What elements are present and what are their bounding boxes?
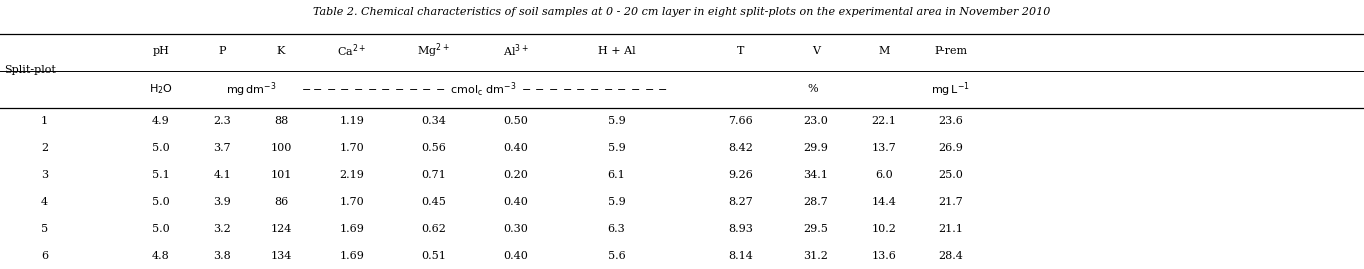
Text: 5.9: 5.9	[607, 143, 626, 153]
Text: 1.19: 1.19	[340, 116, 364, 126]
Text: 5.9: 5.9	[607, 116, 626, 126]
Text: pH: pH	[153, 46, 169, 56]
Text: 3.2: 3.2	[213, 224, 232, 234]
Text: 0.71: 0.71	[421, 170, 446, 180]
Text: T: T	[737, 46, 745, 56]
Text: P-rem: P-rem	[934, 46, 967, 56]
Text: 2: 2	[41, 143, 48, 153]
Text: 21.1: 21.1	[938, 224, 963, 234]
Text: 31.2: 31.2	[803, 250, 828, 261]
Text: 13.6: 13.6	[872, 250, 896, 261]
Text: 1.69: 1.69	[340, 250, 364, 261]
Text: 0.34: 0.34	[421, 116, 446, 126]
Text: M: M	[878, 46, 889, 56]
Text: 0.40: 0.40	[503, 197, 528, 207]
Text: Table 2. Chemical characteristics of soil samples at 0 - 20 cm layer in eight sp: Table 2. Chemical characteristics of soi…	[314, 7, 1050, 17]
Text: 29.5: 29.5	[803, 224, 828, 234]
Text: 0.40: 0.40	[503, 250, 528, 261]
Text: 100: 100	[270, 143, 292, 153]
Text: 101: 101	[270, 170, 292, 180]
Text: 1: 1	[41, 116, 48, 126]
Text: 23.0: 23.0	[803, 116, 828, 126]
Text: 10.2: 10.2	[872, 224, 896, 234]
Text: 0.56: 0.56	[421, 143, 446, 153]
Text: 4.8: 4.8	[151, 250, 170, 261]
Text: 86: 86	[274, 197, 288, 207]
Text: 4: 4	[41, 197, 48, 207]
Text: 5.0: 5.0	[151, 197, 170, 207]
Text: 2.19: 2.19	[340, 170, 364, 180]
Text: 28.4: 28.4	[938, 250, 963, 261]
Text: 25.0: 25.0	[938, 170, 963, 180]
Text: 3.8: 3.8	[213, 250, 232, 261]
Text: P: P	[218, 46, 226, 56]
Text: 6.3: 6.3	[607, 224, 626, 234]
Text: $\mathrm{-----------\ cmol_c\ dm^{-3}\ -----------}$: $\mathrm{-----------\ cmol_c\ dm^{-3}\ -…	[301, 80, 667, 98]
Text: 0.40: 0.40	[503, 143, 528, 153]
Text: 5: 5	[41, 224, 48, 234]
Text: 1.69: 1.69	[340, 224, 364, 234]
Text: 0.62: 0.62	[421, 224, 446, 234]
Text: 28.7: 28.7	[803, 197, 828, 207]
Text: 3.7: 3.7	[214, 143, 231, 153]
Text: 34.1: 34.1	[803, 170, 828, 180]
Text: 5.0: 5.0	[151, 143, 170, 153]
Text: 9.26: 9.26	[728, 170, 753, 180]
Text: 6.0: 6.0	[874, 170, 893, 180]
Text: 2.3: 2.3	[213, 116, 232, 126]
Text: Al$^{3+}$: Al$^{3+}$	[503, 43, 528, 59]
Text: 5.1: 5.1	[151, 170, 170, 180]
Text: 0.20: 0.20	[503, 170, 528, 180]
Text: 22.1: 22.1	[872, 116, 896, 126]
Text: 8.27: 8.27	[728, 197, 753, 207]
Text: 4.9: 4.9	[151, 116, 170, 126]
Text: 0.30: 0.30	[503, 224, 528, 234]
Text: Mg$^{2+}$: Mg$^{2+}$	[417, 42, 450, 61]
Text: 134: 134	[270, 250, 292, 261]
Text: 8.14: 8.14	[728, 250, 753, 261]
Text: 26.9: 26.9	[938, 143, 963, 153]
Text: 0.51: 0.51	[421, 250, 446, 261]
Text: 13.7: 13.7	[872, 143, 896, 153]
Text: 1.70: 1.70	[340, 143, 364, 153]
Text: 124: 124	[270, 224, 292, 234]
Text: 23.6: 23.6	[938, 116, 963, 126]
Text: 7.66: 7.66	[728, 116, 753, 126]
Text: 5.6: 5.6	[607, 250, 626, 261]
Text: $\mathrm{mg\,L^{-1}}$: $\mathrm{mg\,L^{-1}}$	[932, 80, 970, 99]
Text: 3: 3	[41, 170, 48, 180]
Text: 0.45: 0.45	[421, 197, 446, 207]
Text: 8.93: 8.93	[728, 224, 753, 234]
Text: Split-plot: Split-plot	[4, 65, 56, 75]
Text: 0.50: 0.50	[503, 116, 528, 126]
Text: 4.1: 4.1	[213, 170, 232, 180]
Text: 5.0: 5.0	[151, 224, 170, 234]
Text: 8.42: 8.42	[728, 143, 753, 153]
Text: $\mathrm{H_2O}$: $\mathrm{H_2O}$	[149, 82, 173, 96]
Text: V: V	[812, 46, 820, 56]
Text: 14.4: 14.4	[872, 197, 896, 207]
Text: K: K	[277, 46, 285, 56]
Text: Ca$^{2+}$: Ca$^{2+}$	[337, 43, 367, 59]
Text: H + Al: H + Al	[597, 46, 636, 56]
Text: %: %	[807, 84, 817, 94]
Text: 6: 6	[41, 250, 48, 261]
Text: 29.9: 29.9	[803, 143, 828, 153]
Text: 5.9: 5.9	[607, 197, 626, 207]
Text: 21.7: 21.7	[938, 197, 963, 207]
Text: 1.70: 1.70	[340, 197, 364, 207]
Text: $\mathrm{mg\,dm^{-3}}$: $\mathrm{mg\,dm^{-3}}$	[226, 80, 277, 99]
Text: 88: 88	[274, 116, 288, 126]
Text: 6.1: 6.1	[607, 170, 626, 180]
Text: 3.9: 3.9	[213, 197, 232, 207]
